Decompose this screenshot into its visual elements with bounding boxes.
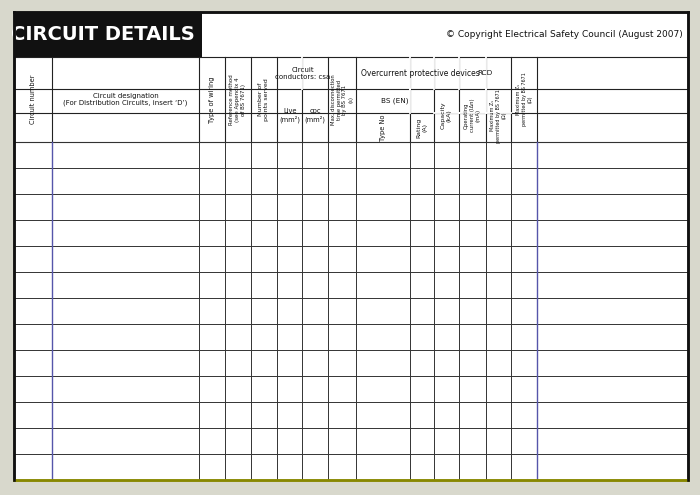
Text: Type No: Type No — [379, 114, 386, 141]
Text: CIRCUIT DETAILS: CIRCUIT DETAILS — [11, 25, 195, 44]
Text: Operating
current (IΔn)
(mA): Operating current (IΔn) (mA) — [464, 99, 481, 133]
Text: Overcurrent protective devices: Overcurrent protective devices — [361, 69, 480, 78]
Text: Number of
points served: Number of points served — [258, 78, 269, 121]
Text: BS (EN): BS (EN) — [381, 98, 409, 104]
Text: Rating
(A): Rating (A) — [416, 117, 427, 138]
Text: © Copyright Electrical Safety Council (August 2007): © Copyright Electrical Safety Council (A… — [447, 30, 683, 39]
Text: Circuit designation
(For Distribution Circuits, insert ‘D’): Circuit designation (For Distribution Ci… — [64, 93, 188, 106]
Text: Maximum Zₛ
permitted by BS 7671
(Ω): Maximum Zₛ permitted by BS 7671 (Ω) — [490, 89, 507, 143]
Text: Live
(mm²): Live (mm²) — [279, 108, 300, 123]
Text: Circuit number: Circuit number — [30, 75, 36, 124]
Text: Circuit
conductors: csa: Circuit conductors: csa — [275, 67, 330, 80]
Polygon shape — [202, 12, 232, 57]
Text: cpc
(mm²): cpc (mm²) — [304, 108, 326, 123]
Text: Capacity
(kA): Capacity (kA) — [441, 102, 452, 130]
Text: Max. disconnection
time permitted
by BS 7671
(s): Max. disconnection time permitted by BS … — [330, 74, 353, 125]
Text: Maximum Zₛ
permitted by BS 7671
(Ω): Maximum Zₛ permitted by BS 7671 (Ω) — [516, 73, 533, 126]
Bar — [14, 12, 202, 57]
Text: Reference method
(see Appendix 4
of BS 7671): Reference method (see Appendix 4 of BS 7… — [230, 74, 246, 125]
Text: Type of wiring: Type of wiring — [209, 76, 215, 123]
Text: RCD: RCD — [477, 70, 493, 76]
